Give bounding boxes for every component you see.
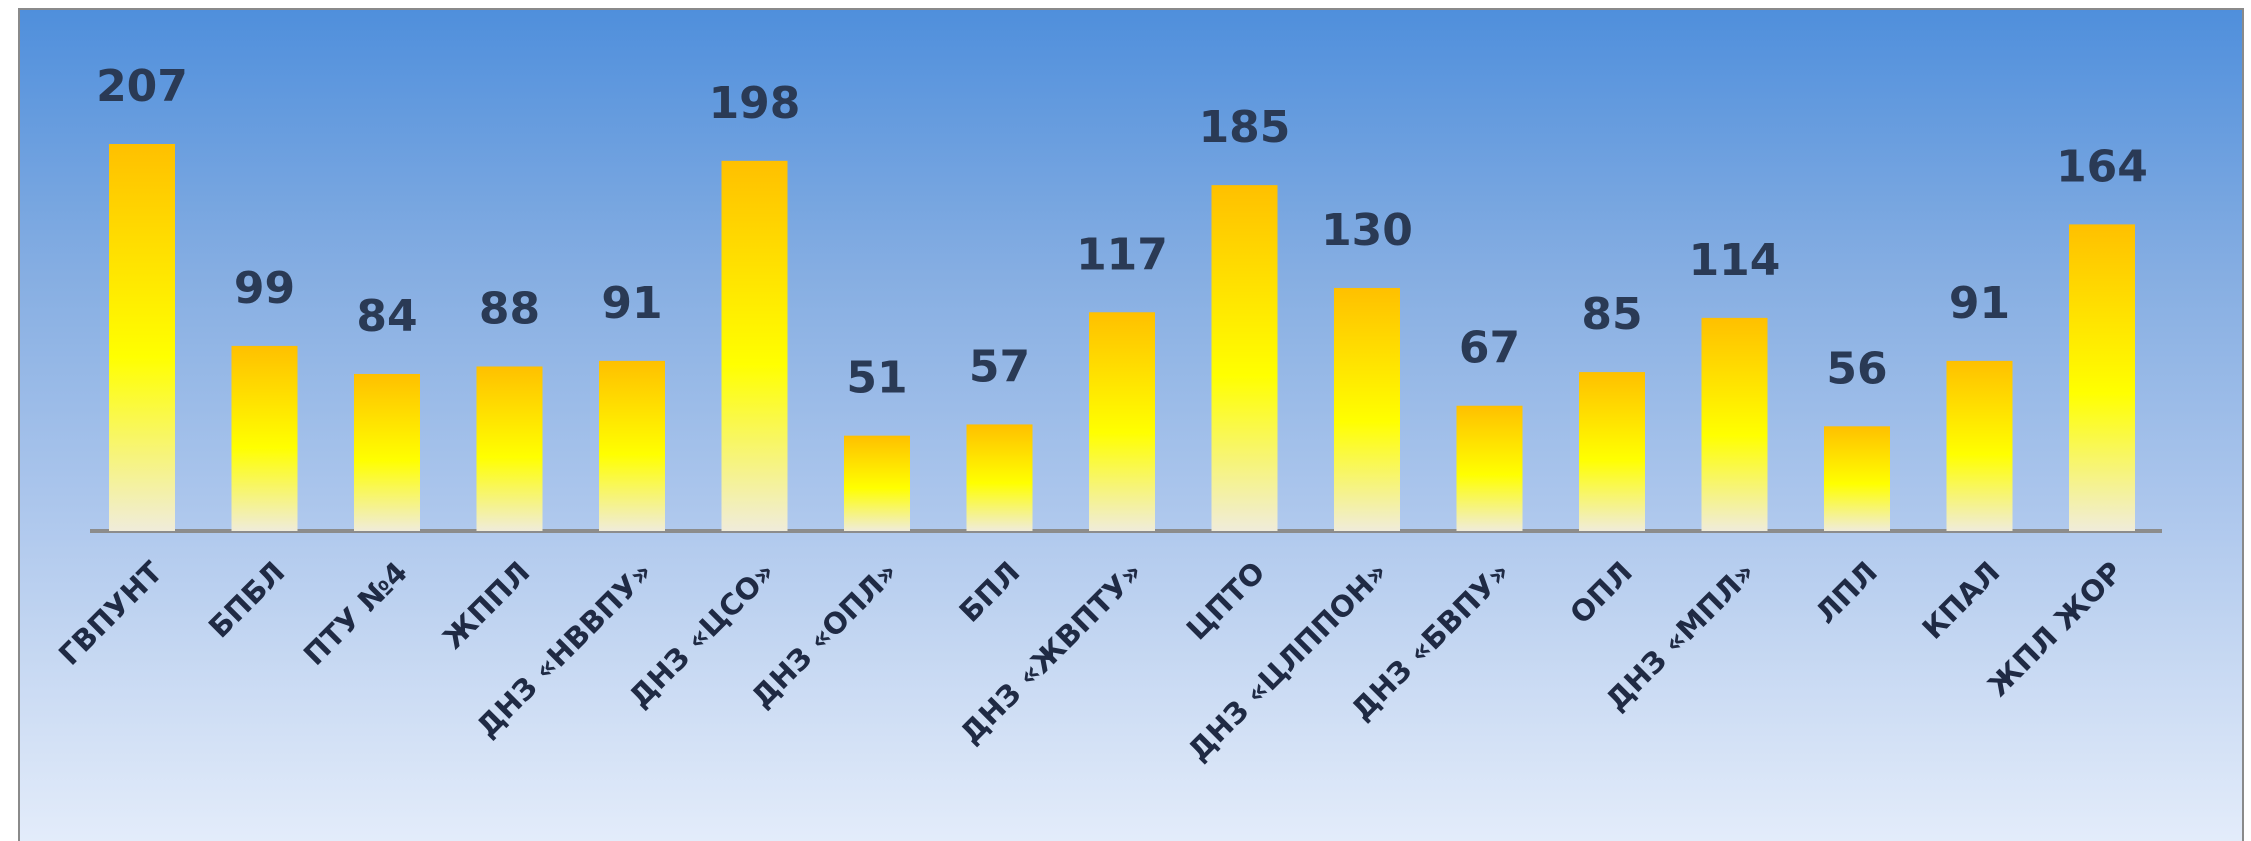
value-label-6: 51 xyxy=(846,353,907,404)
value-label-9: 185 xyxy=(1199,102,1291,153)
category-label-2: ПТУ №4 xyxy=(297,555,414,672)
bar-3 xyxy=(476,366,543,531)
value-label-4: 91 xyxy=(601,278,662,329)
bar-10 xyxy=(1334,287,1400,531)
value-label-7: 57 xyxy=(969,341,1030,392)
bar-chart: 207 99 84 88 91 198 51 57 117 185 130 67 85 114 56 91 16… xyxy=(52,61,2162,768)
bar-15 xyxy=(1946,360,2013,531)
category-label-14: ЛПЛ xyxy=(1809,555,1884,630)
category-label-10: ДНЗ «ЦЛППОН» xyxy=(1181,555,1394,768)
value-label-11: 67 xyxy=(1459,323,1520,374)
bar-7 xyxy=(966,424,1033,531)
bar-11 xyxy=(1456,405,1523,531)
bar-13 xyxy=(1701,317,1768,531)
bar-0 xyxy=(109,144,175,531)
value-labels-group: 207 99 84 88 91 198 51 57 117 185 130 67 85 114 56 91 16… xyxy=(96,61,2148,404)
value-label-3: 88 xyxy=(479,283,540,334)
bar-12 xyxy=(1579,372,1645,531)
value-label-8: 117 xyxy=(1076,229,1168,280)
value-label-5: 198 xyxy=(709,78,801,129)
value-label-16: 164 xyxy=(2056,141,2148,192)
bar-1 xyxy=(231,345,298,531)
bar-16 xyxy=(2069,224,2135,532)
category-label-15: КПАЛ xyxy=(1916,555,2007,646)
bar-9 xyxy=(1211,185,1278,531)
bars-group xyxy=(109,144,2135,532)
value-label-10: 130 xyxy=(1321,205,1413,256)
value-label-15: 91 xyxy=(1949,278,2010,329)
category-label-0: ГВПУНТ xyxy=(52,555,169,672)
category-label-7: БПЛ xyxy=(953,555,1027,629)
category-label-12: ОПЛ xyxy=(1563,555,1639,631)
value-label-0: 207 xyxy=(96,61,188,112)
value-label-12: 85 xyxy=(1581,289,1642,340)
bar-2 xyxy=(354,373,420,531)
category-label-3: ЖППЛ xyxy=(436,555,537,656)
value-label-13: 114 xyxy=(1689,235,1781,286)
value-label-2: 84 xyxy=(356,291,417,342)
bar-8 xyxy=(1089,312,1155,531)
category-label-9: ЦПТО xyxy=(1180,555,1272,647)
value-label-14: 56 xyxy=(1826,343,1887,394)
bar-5 xyxy=(721,160,788,531)
value-label-1: 99 xyxy=(234,263,295,314)
bar-4 xyxy=(599,360,665,531)
bar-6 xyxy=(844,435,910,531)
bar-14 xyxy=(1824,426,1890,531)
chart-frame: 207 99 84 88 91 198 51 57 117 185 130 67 85 114 56 91 16… xyxy=(18,8,2244,841)
category-label-1: БПБЛ xyxy=(202,555,292,645)
